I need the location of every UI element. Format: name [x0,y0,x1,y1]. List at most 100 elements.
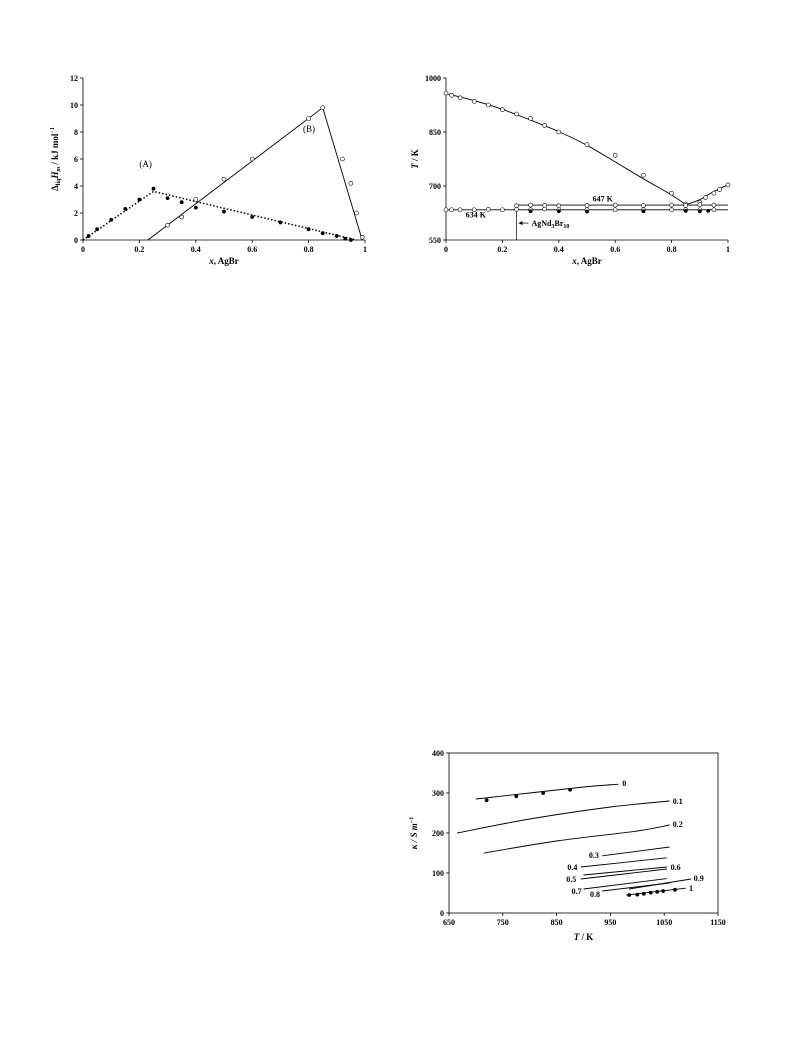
y-axis-title: ΔliqHm / kJ mol−1 [50,127,62,191]
label-part: T [410,163,420,169]
label-part: liq [56,178,62,185]
data-point-filled [655,889,660,894]
data-point-open [457,95,463,101]
data-point-open [359,235,365,240]
y-tick-label: 200 [432,829,444,838]
data-point-open [179,214,184,220]
composition-curve-0-2 [483,824,670,854]
data-point-open [711,207,717,213]
y-tick-label: 0 [440,909,444,918]
y-tick-label: 8 [74,128,78,137]
electrical-conductivity-chart: 650 750 850 950 1050 1150 0 100 200 300 400 0 0.1 0.2… [409,749,726,942]
y-tick-label: 1000 [425,74,441,83]
x-tick-label: 1 [726,245,730,254]
y-tick-label: 0 [74,236,78,245]
temperature-annotation: 647 K [593,194,614,203]
data-point-filled [673,887,677,892]
x-axis-title: x, AgBr [208,256,239,266]
data-point-open [500,207,505,213]
x-tick-label: 0.6 [247,245,257,254]
series-annotation: (A) [139,159,152,169]
data-point-filled [109,217,114,222]
x-tick-label: 0.4 [554,245,564,254]
composition-curve-0-6 [583,866,667,876]
x-tick-label: 0 [444,245,448,254]
y-tick-label: 2 [74,209,78,218]
label-part: −1 [50,127,56,133]
data-point-filled [648,890,653,895]
x-tick-label: 0.8 [304,245,314,254]
data-point-open [500,107,505,112]
x-tick-label: 650 [443,918,455,927]
y-tick-label: 6 [74,155,78,164]
liquidus-curve-left [445,93,686,206]
data-point-open [348,181,354,186]
data-point-open [556,203,562,209]
data-point-open [485,102,491,108]
composition-curve-0-9 [629,878,692,890]
data-point-filled [320,231,325,236]
data-point-open [340,156,345,162]
data-point-open [584,203,590,208]
label-part: x [208,256,214,266]
label-part: 10 [563,224,569,230]
series-B-solid-line [147,106,363,241]
data-point-filled [641,891,646,896]
composition-label: 0.7 [572,887,582,896]
data-point-filled [123,207,128,211]
data-point-open [711,202,717,208]
data-point-open [612,202,618,208]
label-part: AgNd [532,219,553,228]
data-point-open [165,222,170,228]
x-tick-label: 0.2 [497,245,507,254]
data-point-open [697,202,703,208]
y-tick-label: 400 [432,749,444,758]
data-point-open [703,195,708,200]
composition-label: 0.9 [694,874,704,883]
data-point-open [669,207,674,213]
x-tick-label: 950 [604,918,616,927]
data-point-open [449,92,454,98]
data-point-filled [151,186,156,191]
data-point-open [528,116,533,121]
data-point-open [584,142,590,147]
data-point-filled [706,208,711,213]
data-point-open [542,206,548,212]
data-point-open [514,207,519,212]
label-part: , AgBr [214,256,239,266]
y-tick-label: 300 [432,789,444,798]
x-tick-label: 0.6 [610,245,620,254]
composition-curve-0-3 [602,846,670,857]
x-tick-label: 850 [551,918,563,927]
data-point-filled [278,220,283,225]
data-point-open [556,129,562,135]
data-point-filled [137,197,142,202]
data-point-filled [585,209,589,214]
data-point-open [717,187,722,192]
phase-diagram-chart: 0 0.2 0.4 0.6 0.8 1 550 700 850 1000 647 K 634 K AgN… [410,74,731,266]
data-point-open [641,203,646,208]
composition-label: 1 [689,884,693,893]
x-tick-label: 0.2 [134,245,144,254]
data-point-filled [165,196,170,201]
data-point-open [612,207,618,213]
data-point-open [471,99,477,104]
label-part: , AgBr [577,256,602,266]
y-tick-label: 700 [429,182,441,191]
data-point-open [306,116,311,121]
composition-label: 0.8 [590,890,600,899]
data-point-open [514,111,519,117]
x-tick-label: 0.8 [667,245,677,254]
label-part: H [50,171,60,180]
label-part: κ / S m [409,823,419,849]
x-tick-label: 0.4 [191,245,201,254]
x-tick-label: 1 [363,245,367,254]
label-part: / kJ mol [50,133,60,167]
data-point-filled [627,893,632,897]
composition-label: 0.6 [671,863,681,872]
data-point-open [669,190,674,196]
y-axis-title: κ / S m−1 [409,817,419,849]
y-axis-title: T / K [410,149,420,169]
data-point-filled [250,215,255,219]
